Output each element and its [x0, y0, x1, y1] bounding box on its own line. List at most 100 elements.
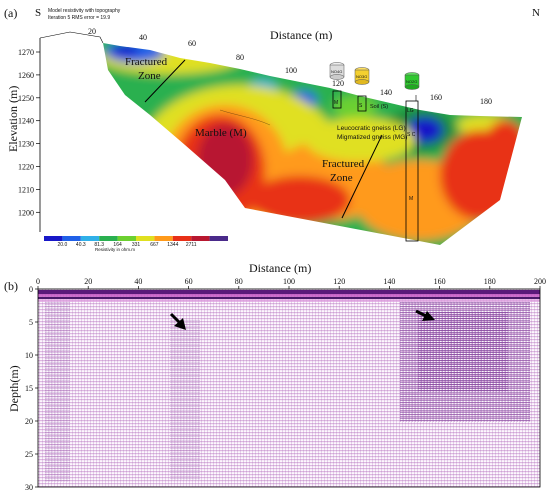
borehole-no4g: NO4G [329, 62, 345, 80]
north-label: N [532, 7, 540, 19]
color-scale-swatch [209, 236, 228, 241]
distance-tick-label: 20 [88, 27, 96, 36]
gpr-ticks: 0 20 40 60 80 100 120 140 160 180 200 0 5 10 15 20 25 30 [25, 277, 546, 492]
gpr-x-tick-label: 200 [534, 277, 546, 286]
color-scale-swatch [191, 236, 210, 241]
elevation-tick-label: 1260 [18, 71, 34, 80]
svg-text:S C: S C [407, 132, 416, 138]
color-scale-swatch [136, 236, 155, 241]
color-scale-swatch [44, 236, 63, 241]
color-scale-value: 20.0 [58, 242, 68, 248]
gpr-x-tick-label: 80 [235, 277, 243, 286]
gpr-y-tick-label: 15 [25, 384, 33, 393]
elevation-tick-label: 1240 [18, 117, 34, 126]
elevation-tick-label: 1200 [18, 208, 34, 217]
distance-tick-label: 100 [285, 66, 297, 75]
borehole-no2g: NO2G [404, 72, 420, 90]
soil-label: Soil (S) [370, 104, 388, 110]
panel-b: (b) Distance (m) Depth(m) 0 20 40 60 80 100 12… [4, 261, 546, 492]
fractured-zone-upper-l2: Zone [138, 70, 161, 82]
color-scale-value: 2711 [186, 242, 197, 248]
gpr-x-tick-label: 0 [36, 277, 40, 286]
mg-label: Migmatized gneiss (MG) [337, 134, 407, 141]
panel-a-label: (a) [4, 6, 17, 20]
lg-label: Leucocratic gneiss (LG) [337, 125, 406, 132]
panel-b-label: (b) [4, 279, 18, 293]
color-scale-swatch [99, 236, 118, 241]
svg-text:NO3G: NO3G [356, 74, 367, 79]
model-title: Model resistivity with topography [48, 8, 121, 14]
color-scale-value: 1344 [167, 242, 178, 248]
distance-tick-label: 140 [380, 88, 392, 97]
fracture-line-lower [341, 134, 383, 219]
elevation-tick-label: 1270 [18, 48, 34, 57]
elevation-ticks: 1270 1260 1250 1240 1230 1220 1210 1200 [18, 48, 40, 217]
distance-tick-label: 80 [236, 53, 244, 62]
borehole-column-1 [332, 90, 342, 109]
color-scale-swatch [62, 236, 81, 241]
elevation-tick-label: 1230 [18, 140, 34, 149]
iteration-text: Iteration 5 RMS error = 19.9 [48, 15, 110, 21]
gpr-y-tick-label: 10 [25, 351, 33, 360]
gpr-y-tick-label: 25 [25, 450, 33, 459]
color-scale-value: 331 [132, 242, 141, 248]
color-scale-label: Resistivity in ohm.m [95, 247, 135, 252]
gpr-x-tick-label: 40 [134, 277, 142, 286]
gpr-x-tick-label: 160 [434, 277, 446, 286]
elevation-tick-label: 1220 [18, 163, 34, 172]
color-scale-swatch [117, 236, 136, 241]
fractured-zone-lower-l1: Fractured [322, 158, 365, 170]
distance-tick-label: 180 [480, 97, 492, 106]
color-scale-swatch [154, 236, 173, 241]
resistivity-color-scale: 20.0 40.3 81.3 164 331 667 1344 2711 [44, 236, 228, 248]
gpr-x-tick-label: 140 [383, 277, 395, 286]
panel-a-x-title: Distance (m) [270, 28, 332, 42]
topography-line [39, 31, 104, 44]
svg-text:LG: LG [407, 108, 414, 114]
color-scale-swatch [80, 236, 100, 241]
panel-a: (a) S N Model resistivity with topograph… [4, 6, 540, 252]
distance-ticks: 20 40 60 80 100 120 140 160 180 [88, 27, 492, 106]
distance-tick-label: 120 [332, 79, 344, 88]
svg-text:M: M [409, 196, 413, 202]
borehole-no3g: NO3G [354, 67, 370, 85]
borehole-column-3 [405, 100, 419, 242]
gpr-radargram [38, 289, 540, 487]
fractured-zone-upper-l1: Fractured [125, 56, 168, 68]
gpr-y-tick-label: 30 [25, 483, 33, 492]
gpr-x-tick-label: 60 [185, 277, 193, 286]
gpr-x-tick-label: 180 [484, 277, 496, 286]
anomaly-arrow-left [169, 312, 186, 330]
color-scale-value: 164 [113, 242, 122, 248]
elevation-tick-label: 1210 [18, 185, 34, 194]
svg-text:M: M [334, 100, 338, 106]
color-scale-value: 667 [150, 242, 159, 248]
color-scale-swatch [172, 236, 192, 241]
distance-tick-label: 160 [430, 93, 442, 102]
panel-b-y-title: Depth(m) [7, 365, 21, 412]
gpr-y-tick-label: 20 [25, 417, 33, 426]
gpr-y-tick-label: 5 [29, 318, 33, 327]
fracture-line-upper [144, 59, 186, 103]
svg-text:S: S [359, 103, 363, 109]
gpr-y-tick-label: 0 [29, 285, 33, 294]
borehole-column-2 [357, 95, 367, 112]
svg-text:NO4G: NO4G [331, 69, 342, 74]
south-label: S [35, 7, 41, 19]
distance-tick-label: 40 [139, 33, 147, 42]
color-scale-value: 81.3 [94, 242, 104, 248]
color-scale-value: 40.3 [76, 242, 86, 248]
panel-a-y-title: Elevation (m) [6, 86, 20, 152]
marble-label: Marble (M) [195, 127, 247, 139]
panel-b-x-title: Distance (m) [249, 261, 311, 275]
resistivity-section [103, 43, 522, 245]
anomaly-arrow-right [415, 309, 435, 321]
distance-tick-label: 60 [188, 39, 196, 48]
elevation-tick-label: 1250 [18, 94, 34, 103]
gpr-x-tick-label: 120 [333, 277, 345, 286]
gpr-x-tick-label: 100 [283, 277, 295, 286]
gpr-x-tick-label: 20 [84, 277, 92, 286]
fractured-zone-lower-l2: Zone [330, 172, 353, 184]
svg-text:NO2G: NO2G [406, 79, 417, 84]
